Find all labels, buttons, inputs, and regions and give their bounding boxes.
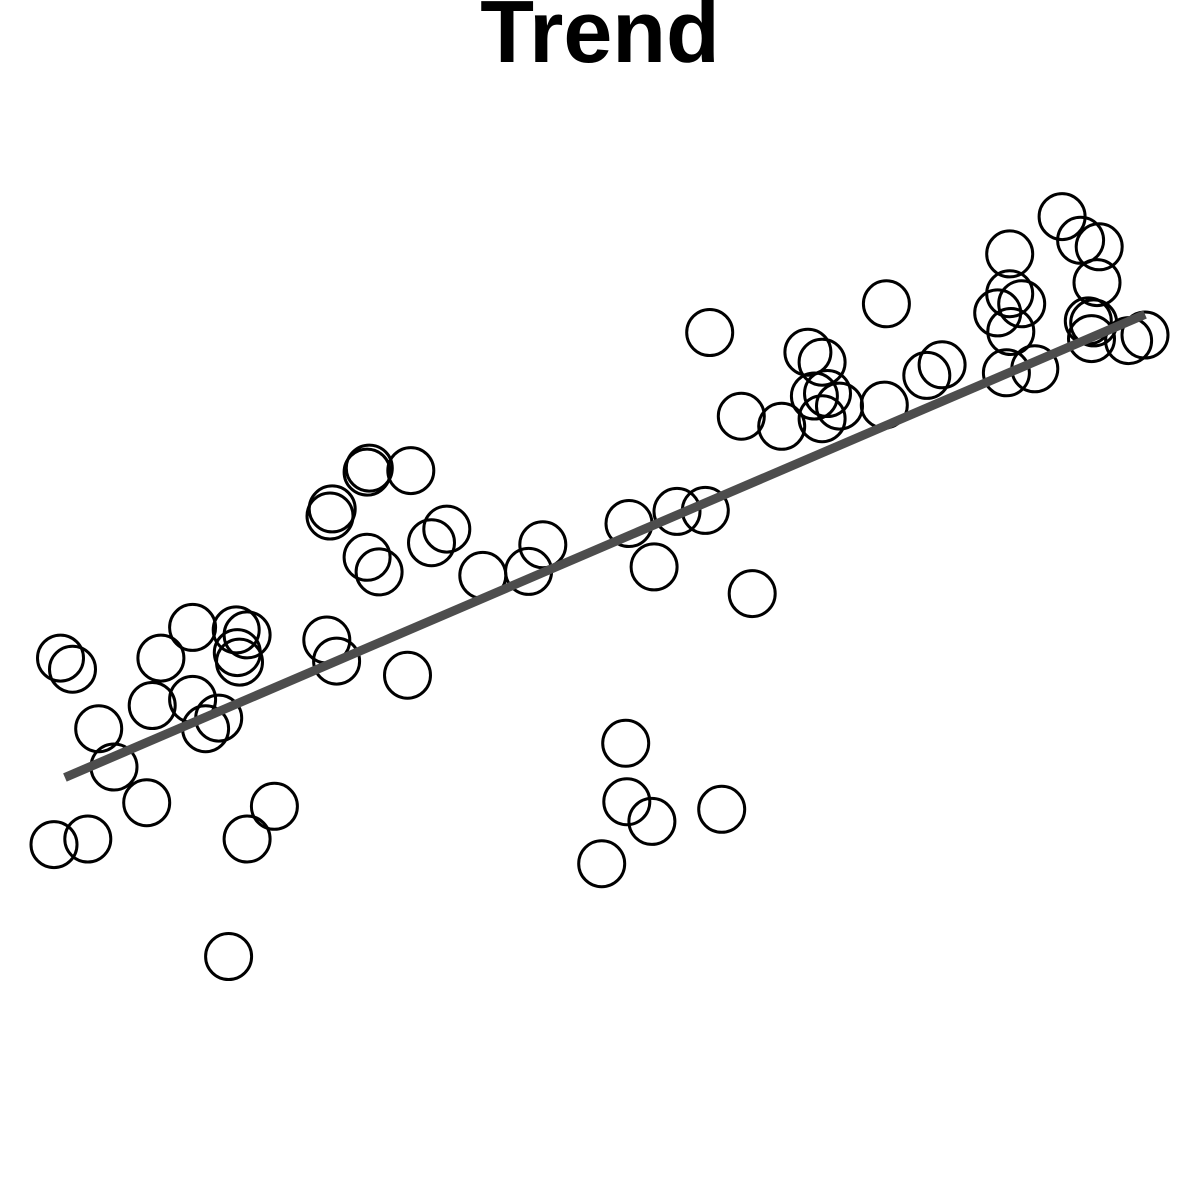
data-point (48, 644, 97, 694)
data-point (985, 269, 1035, 319)
data-point (354, 547, 404, 597)
data-point (36, 633, 85, 683)
data-point (652, 486, 702, 536)
data-point (803, 369, 852, 418)
data-point (422, 504, 472, 554)
data-point (249, 781, 299, 831)
data-point (797, 394, 847, 444)
data-point (1072, 258, 1122, 308)
data-point (383, 650, 432, 700)
data-point (136, 633, 186, 683)
data-point (697, 784, 747, 834)
data-point (917, 340, 967, 390)
data-point (1074, 222, 1124, 272)
data-point (127, 681, 177, 730)
data-point (1120, 310, 1170, 360)
data-point (981, 348, 1031, 398)
data-point (783, 327, 833, 377)
data-point (985, 229, 1035, 279)
data-point (204, 932, 254, 981)
data-point (602, 777, 652, 827)
data-point (1067, 314, 1116, 364)
data-point (168, 602, 218, 652)
data-point (29, 820, 79, 870)
data-point (601, 718, 651, 768)
data-point (1056, 215, 1106, 265)
data-point (63, 814, 113, 864)
data-point (577, 839, 627, 889)
chart-title: Trend (480, 0, 720, 81)
data-point (342, 532, 392, 582)
data-point (902, 350, 952, 400)
data-point (344, 443, 394, 493)
data-point (629, 542, 679, 592)
data-point (215, 637, 264, 687)
data-point (986, 307, 1036, 356)
trend-line (63, 310, 1147, 782)
scatter-points (29, 192, 1170, 981)
data-point (305, 491, 355, 541)
data-point (122, 778, 172, 828)
data-point (312, 636, 362, 686)
data-point (342, 447, 392, 497)
data-point (627, 796, 677, 846)
data-point (997, 279, 1047, 329)
data-point (727, 569, 777, 619)
data-point (386, 446, 436, 496)
data-point (861, 279, 911, 329)
data-point (222, 814, 272, 864)
data-point (815, 381, 864, 431)
data-point (211, 605, 261, 655)
data-point (407, 518, 456, 568)
data-point (518, 520, 568, 570)
data-point (797, 337, 847, 387)
data-point (757, 401, 807, 451)
data-point (685, 308, 735, 357)
data-point (716, 391, 766, 441)
